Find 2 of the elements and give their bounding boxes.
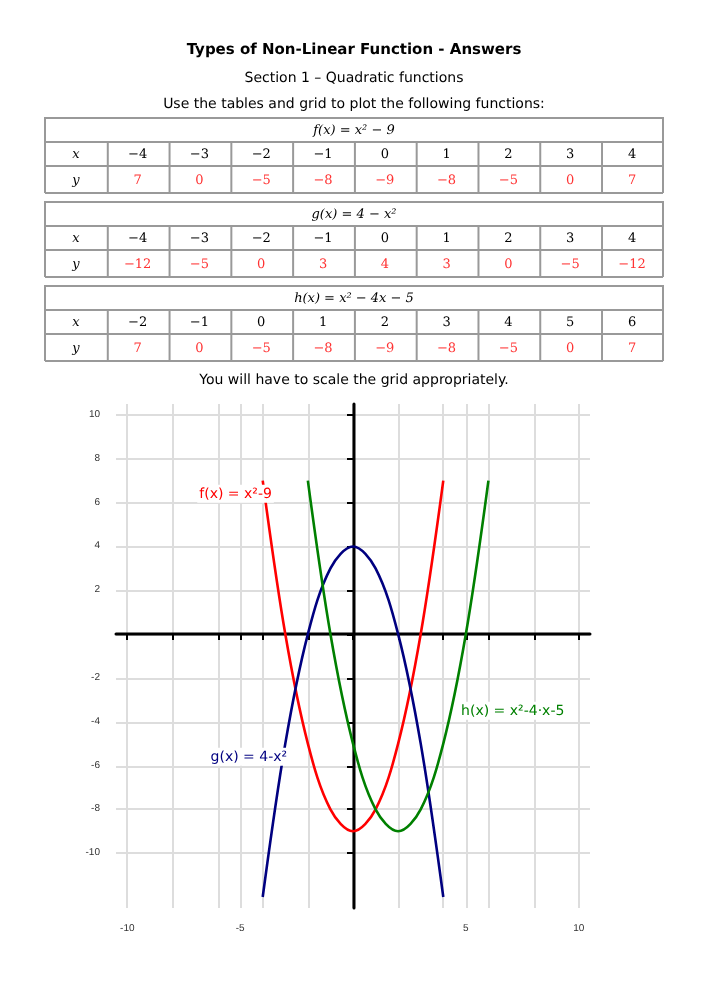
line-series	[261, 545, 445, 899]
line-series	[306, 479, 490, 833]
